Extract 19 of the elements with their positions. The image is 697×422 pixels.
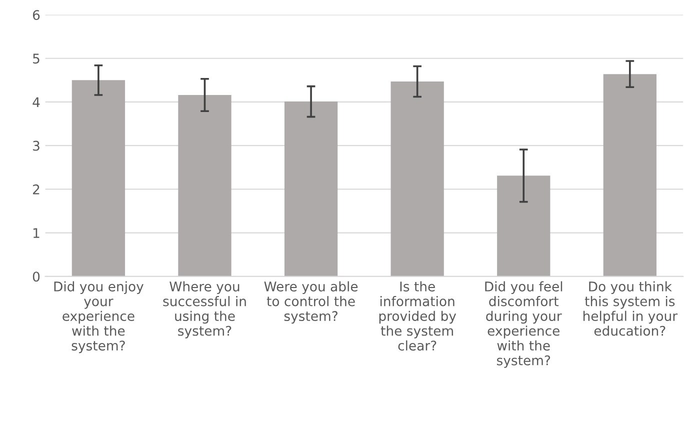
- y-tick-label: 1: [34, 228, 40, 238]
- x-tick-label: Where you successful in using the system?: [163, 281, 246, 338]
- y-tick-label: 5: [33, 54, 40, 64]
- x-tick-label: Did you feel discomfort during your experience with the system?: [485, 281, 562, 368]
- bar: [284, 102, 338, 276]
- bar: [497, 176, 550, 276]
- y-tick-label: 6: [32, 10, 40, 20]
- x-tick-label: Were you able to control the system?: [264, 281, 358, 324]
- x-tick-label: Do you think this system is helpful in your education?: [583, 281, 678, 336]
- bar: [390, 81, 444, 276]
- bar: [72, 80, 126, 276]
- x-tick-label: Is the information provided by the system clear?: [379, 281, 456, 351]
- y-tick-label: 0: [32, 272, 40, 282]
- y-tick-label: 4: [32, 97, 40, 107]
- bar: [603, 74, 656, 276]
- x-tick-label: Did you enjoy your experience with the system?: [54, 281, 144, 354]
- bar: [178, 95, 232, 276]
- y-tick-label: 3: [33, 140, 40, 151]
- y-tick-label: 2: [33, 184, 40, 194]
